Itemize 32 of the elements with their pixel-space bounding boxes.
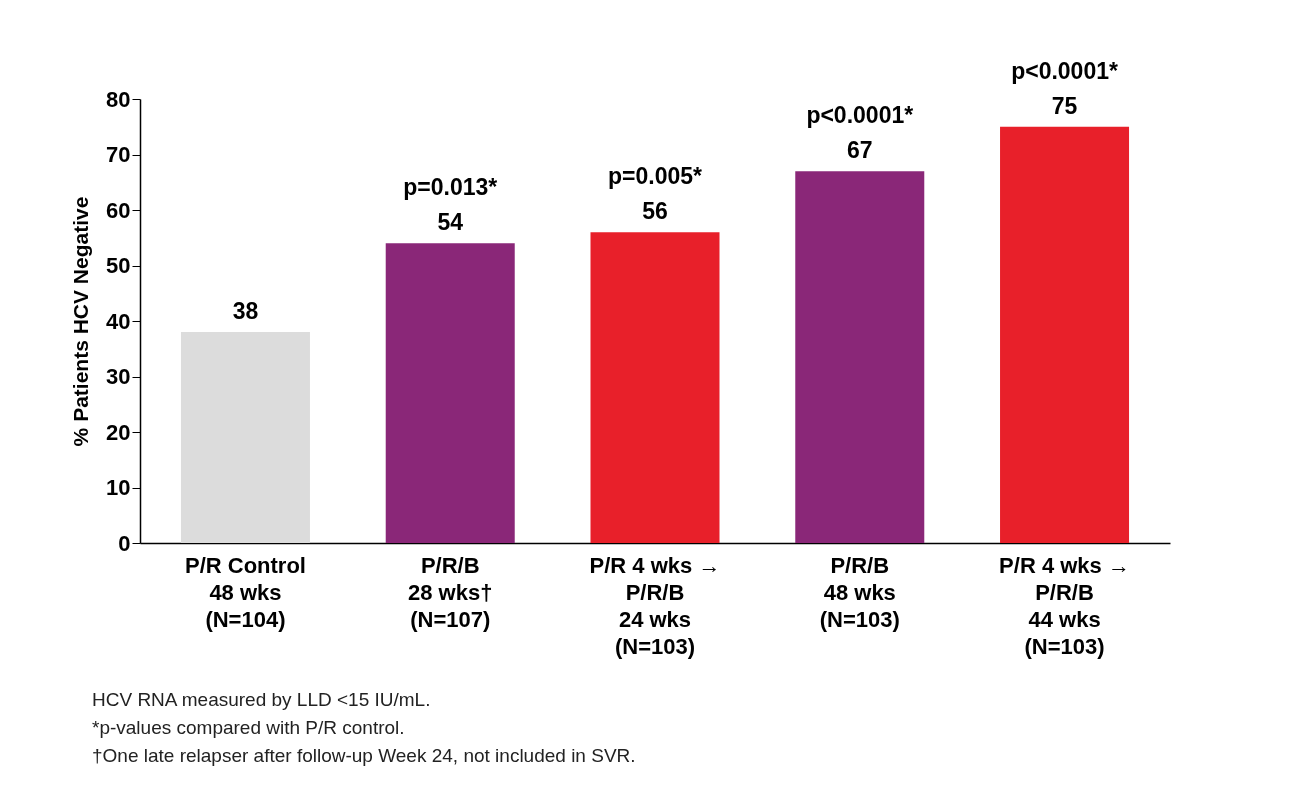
data-label: 75 xyxy=(1051,92,1078,119)
data-label: 56 xyxy=(642,198,668,225)
x-tick-label: P/R 4 wks → P/R/B 24 wks (N=103) xyxy=(589,552,721,659)
y-tick-label: 10 xyxy=(106,475,131,500)
data-label: 38 xyxy=(232,298,259,325)
x-tick-label: P/R/B 28 wks† (N=107) xyxy=(408,552,493,632)
y-tick-label: 80 xyxy=(106,86,131,112)
text: HCV RNA measured by LLD <15 IU/mL. xyxy=(92,688,432,712)
bar xyxy=(1000,126,1130,543)
y-tick-label: 20 xyxy=(106,419,131,445)
y-tick-label: 40 xyxy=(106,308,131,334)
annotation: p<0.0001* xyxy=(806,102,914,129)
bar xyxy=(180,332,310,543)
annotation: p=0.005* xyxy=(608,163,703,190)
data-label: 67 xyxy=(846,137,873,164)
text: *p-values compared with P/R control. xyxy=(92,716,406,740)
text: †One late relapser after follow-up Week 24, not included in SVR. xyxy=(92,744,637,768)
y-tick-label: 0 xyxy=(118,530,131,556)
x-tick-label: P/R 4 wks → P/R/B 44 wks (N=103) xyxy=(999,552,1130,659)
y-tick-label: 30 xyxy=(106,364,131,389)
bar xyxy=(385,243,515,543)
bar xyxy=(795,171,925,543)
x-tick-label: P/R Control 48 wks (N=104) xyxy=(184,552,306,632)
annotation: p=0.013* xyxy=(403,174,498,201)
y-tick-label: 60 xyxy=(106,197,131,223)
bar xyxy=(590,232,720,543)
x-tick-label: P/R/B 48 wks (N=103) xyxy=(819,552,900,632)
y-axis-title: % Patients HCV Negative xyxy=(69,196,93,447)
y-tick-label: 70 xyxy=(106,142,131,167)
data-label: 54 xyxy=(437,209,464,236)
y-tick-label: 50 xyxy=(106,253,131,278)
annotation: p<0.0001* xyxy=(1011,57,1118,84)
